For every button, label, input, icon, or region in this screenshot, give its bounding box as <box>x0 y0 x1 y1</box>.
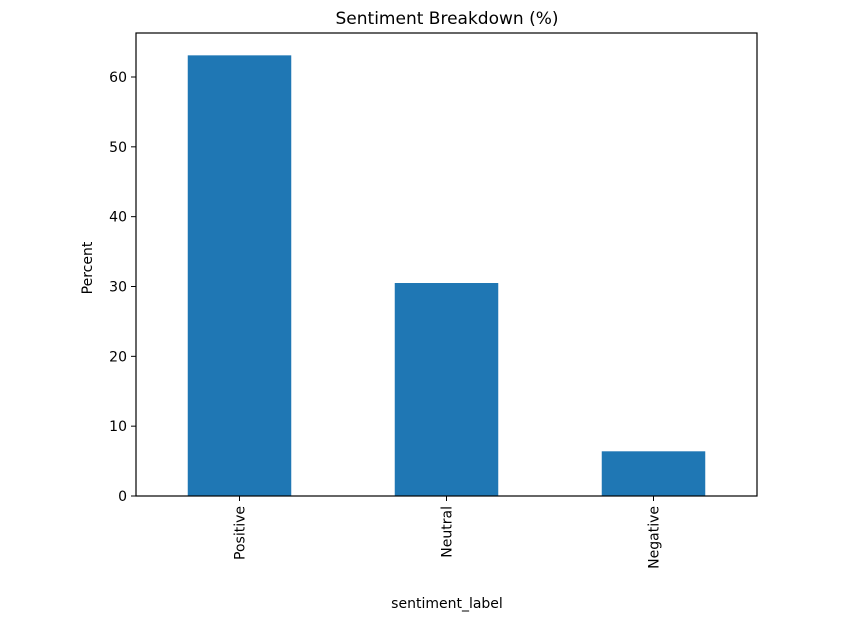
x-tick-label: Negative <box>647 506 663 569</box>
y-tick-label: 0 <box>118 489 127 505</box>
y-tick-label: 60 <box>109 70 127 86</box>
y-tick-label: 30 <box>109 279 127 295</box>
x-tick-label: Positive <box>233 506 249 560</box>
chart-title: Sentiment Breakdown (%) <box>336 9 559 29</box>
x-axis-title: sentiment_label <box>391 596 503 612</box>
y-axis: 0 10 20 30 40 50 60 <box>109 70 136 505</box>
bar-negative <box>601 451 706 496</box>
bar-positive <box>187 55 292 496</box>
y-tick-label: 10 <box>109 419 127 435</box>
x-tick-label: Neutral <box>440 506 456 558</box>
y-axis-title: Percent <box>80 241 96 294</box>
bar-neutral <box>394 283 499 496</box>
y-tick-label: 20 <box>109 349 127 365</box>
y-tick-label: 50 <box>109 140 127 156</box>
plot-frame <box>135 32 758 497</box>
x-axis: Positive Neutral Negative <box>233 496 663 569</box>
y-tick-label: 40 <box>109 210 127 226</box>
bars-group <box>187 55 706 496</box>
